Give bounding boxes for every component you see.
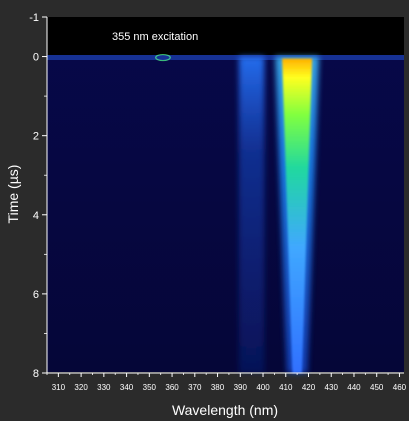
- y-tick-label: 0: [33, 52, 39, 64]
- x-tick-label: 450: [370, 383, 384, 392]
- axis-ticks: [42, 16, 400, 377]
- y-tick-label: 8: [33, 368, 39, 380]
- signal-band-415nm: [275, 56, 319, 374]
- signal-bands: [155, 53, 319, 374]
- excitation-line: [47, 55, 404, 60]
- y-tick-label: 2: [33, 131, 39, 143]
- y-tick-label: 4: [33, 210, 39, 222]
- x-tick-label: 330: [97, 383, 111, 392]
- y-tick-label: 6: [33, 289, 39, 301]
- y-tick-labels: -1 0 2 4 6 8: [29, 12, 39, 380]
- x-tick-label: 400: [256, 383, 270, 392]
- x-axis-label: Wavelength (nm): [172, 402, 278, 418]
- plot-area: [47, 17, 404, 372]
- x-tick-label: 390: [234, 383, 248, 392]
- x-tick-label: 310: [52, 383, 66, 392]
- x-tick-label: 440: [347, 383, 361, 392]
- x-tick-label: 380: [211, 383, 225, 392]
- y-axis-label: Time (µs): [5, 165, 21, 224]
- signal-band-356nm: [155, 53, 171, 62]
- x-tick-label: 460: [393, 383, 407, 392]
- x-tick-label: 430: [325, 383, 339, 392]
- x-tick-label: 340: [120, 383, 134, 392]
- y-tick-label: -1: [29, 12, 39, 24]
- x-tick-label: 420: [302, 383, 316, 392]
- excitation-annotation: 355 nm excitation: [112, 31, 198, 43]
- pre-excitation-region: [47, 17, 404, 55]
- x-tick-label: 360: [165, 383, 179, 392]
- x-tick-label: 320: [74, 383, 88, 392]
- x-tick-labels: 310 320 330 340 350 360 370 380 390 400 410 420 430 4…: [52, 383, 407, 392]
- x-tick-label: 370: [188, 383, 202, 392]
- x-tick-label: 350: [143, 383, 157, 392]
- x-tick-label: 410: [279, 383, 293, 392]
- signal-band-395nm: [238, 56, 265, 374]
